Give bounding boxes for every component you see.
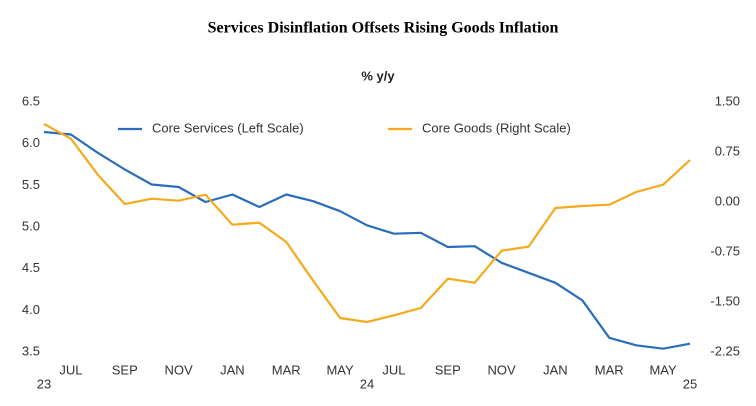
x-tick-label: MAY [326,362,354,377]
series-line [43,130,691,350]
x-tick-label: NOV [487,362,516,377]
x-tick-label: JAN [543,362,568,377]
y2-tick-label: 0.75 [715,143,740,158]
y-tick-label: 5.5 [22,177,40,192]
y-tick-label: 6.5 [22,93,40,108]
y-tick-label: 4.5 [22,260,40,275]
y-tick-label: 3.5 [22,343,40,358]
x-tick-label: SEP [435,362,461,377]
x-year-label: 23 [37,376,51,391]
chart-subtitle: % y/y [361,68,395,83]
series-line [43,123,691,324]
legend-label: Core Goods (Right Scale) [422,120,571,135]
y-tick-label: 5.0 [22,218,40,233]
x-year-label: 25 [683,376,697,391]
x-tick-label: MAY [649,362,677,377]
x-tick-label: SEP [112,362,138,377]
x-tick-label: JUL [382,362,405,377]
x-tick-label: JUL [59,362,82,377]
x-tick-label: MAR [272,362,301,377]
y2-tick-label: 1.50 [715,93,740,108]
y2-tick-label: 0.00 [715,193,740,208]
y-tick-label: 4.0 [22,302,40,317]
y2-tick-label: -2.25 [710,343,740,358]
legend-label: Core Services (Left Scale) [152,120,304,135]
x-tick-label: MAR [595,362,624,377]
y2-tick-label: -0.75 [710,243,740,258]
y-tick-label: 6.0 [22,135,40,150]
y2-tick-label: -1.50 [710,293,740,308]
x-tick-label: JAN [220,362,245,377]
x-year-label: 24 [360,376,374,391]
x-tick-label: NOV [164,362,193,377]
chart-title: Services Disinflation Offsets Rising Goo… [208,20,559,37]
